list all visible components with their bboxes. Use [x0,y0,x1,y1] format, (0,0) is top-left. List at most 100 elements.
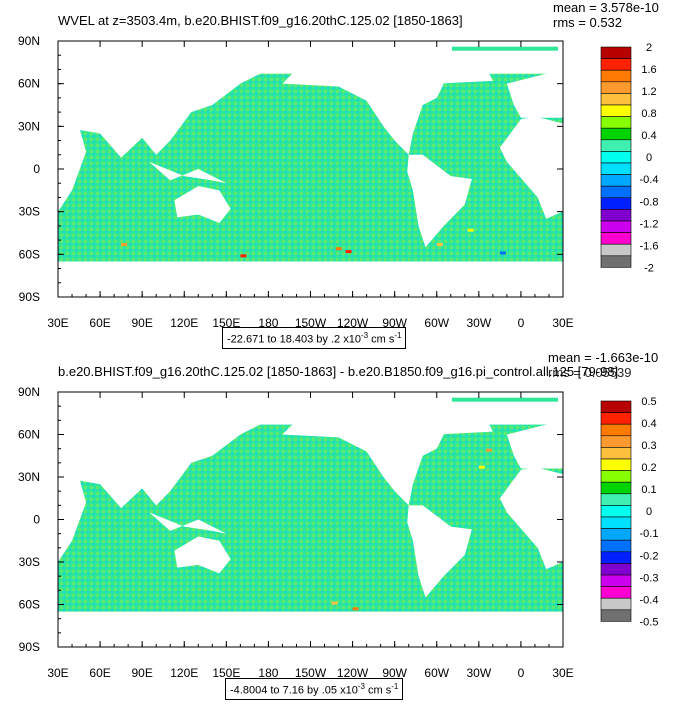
panel-2-ytick-label-3: 0 [33,513,40,527]
panel-1-land-9 [58,261,563,297]
panel-1-xtick-label-4: 150E [212,316,240,330]
panel-1-ytick-label-1: 60N [18,77,40,91]
panel-2-land-6 [499,467,563,570]
panel-1-colorbar-box-5 [600,104,632,117]
panel-2-land-8 [422,403,493,435]
panel-2-xtick-label-1: 60E [89,666,110,680]
panel-2-colorbar-label-6: -0.1 [640,528,659,540]
panel-1-xtick-label-1: 60E [89,316,110,330]
panel-1-ytick-label-5: 60S [19,247,40,261]
panel-2-ytick-label-0: 90N [18,385,40,399]
panel-2-colorbar-label-10: -0.5 [640,616,659,628]
panel-2-ytick-label-1: 60N [18,428,40,442]
panel-1-caption-text: -22.671 to 18.403 by .2 x10 [227,333,361,346]
panel-1-anomaly-0 [335,247,342,251]
panel-1-caption-unit-exp: -1 [394,331,402,340]
panel-1-colorbar-box-18 [600,255,632,268]
panel-1-colorbar-box-0 [600,46,632,59]
panel-1-rms: rms = 0.532 [553,15,623,30]
panel-1-anomaly-1 [345,250,352,254]
panel-2-colorbar-label-7: -0.2 [640,550,659,562]
panel-2-xtick-label-6: 150W [295,666,327,680]
panel-1-xtick-label-0: 30E [47,316,68,330]
panel-1-xtick-label-10: 30W [466,316,491,330]
panel-2-colorbar-box-15 [600,574,632,587]
panel-1-colorbar-box-17 [600,243,632,257]
panel-1-colorbar-box-4 [600,93,632,106]
panel-2-land-5 [407,505,472,598]
panel-1-colorbar-box-14 [600,209,632,222]
panel-2-colorbar-box-8 [600,493,632,506]
panel-2-xtick-label-3: 120E [170,666,198,680]
panel-2-colorbar-box-0 [600,400,632,413]
panel-2-colorbar-label-0: 0.5 [641,396,656,408]
panel-1-colorbar-box-11 [600,174,632,187]
panel-1-land-5 [407,154,472,248]
panel-2-ytick-label-6: 90S [19,640,40,654]
panel-2-ytick-label-4: 30S [19,555,40,569]
panel-1-mean: mean = 3.578e-10 [553,0,659,15]
panel-1-xtick-label-6: 150W [295,316,327,330]
panel-2-land-0 [58,474,87,562]
panel-2-arctic-strip-east [451,397,558,402]
panel-2-colorbar-box-14 [600,563,632,576]
panel-1-colorbar-label-3: 0.8 [641,108,656,120]
panel-1-colorbar-label-5: 0 [646,152,652,164]
panel-2-anomaly-1 [352,607,359,611]
panel-2-colorbar-box-2 [600,423,632,437]
panel-1-land-8 [422,52,493,84]
panel-2-colorbar-box-9 [600,505,632,518]
panel-2-xtick-label-11: 0 [518,666,525,680]
panel-1-colorbar-box-16 [600,232,632,245]
panel-1-land-3 [174,186,231,224]
panel-1-xtick-label-12: 30E [552,316,573,330]
panel-1-contour-caption: -22.671 to 18.403 by .2 x10-3 cm s-1 [222,327,407,349]
panel-2-contour-caption: -4.8004 to 7.16 by .05 x10-3 cm s-1 [225,678,404,700]
panel-1-colorbar-label-0: 2 [646,42,652,54]
panel-2-colorbar-box-12 [600,539,632,553]
panel-1-anomaly-5 [121,242,128,246]
panel-2-anomaly-0 [331,601,338,605]
panel-2-colorbar-box-1 [600,412,632,425]
panel-2-caption-unit: cm s [364,684,392,697]
panel-1-xtick-label-7: 120W [337,316,369,330]
panel-2-colorbar-label-1: 0.4 [641,418,656,430]
panel-1-title: WVEL at z=3503.4m, b.e20.BHIST.f09_g16.2… [58,13,463,28]
panel-1-colorbar-label-10: -2 [644,262,654,274]
panel-2-xtick-label-7: 120W [337,666,369,680]
panel-2-colorbar-label-5: 0 [646,506,652,518]
panel-2-rms: rms = 0.05539 [548,365,632,380]
panel-2-xtick-label-5: 180 [258,666,278,680]
panel-2-colorbar-label-3: 0.2 [641,462,656,474]
panel-1-xtick-label-11: 0 [518,316,525,330]
panel-2-colorbar-label-8: -0.3 [640,572,659,584]
panel-1-colorbar-box-9 [600,151,632,164]
panel-1-colorbar-label-2: 1.2 [641,86,656,98]
panel-2-ytick-label-5: 60S [19,598,40,612]
panel-2-caption-text: -4.8004 to 7.16 by .05 x10 [230,684,358,697]
panel-2-land-7 [506,420,563,469]
panel-2-caption-unit-exp: -1 [391,682,399,691]
panel-1-colorbar-box-13 [600,197,632,210]
panel-1-xtick-label-8: 90W [382,316,407,330]
panel-2-xtick-label-4: 150E [212,666,240,680]
panel-2-caption-exp: -3 [357,682,365,691]
panel-1-anomaly-6 [240,254,247,258]
panel-1-ytick-label-6: 90S [19,290,40,304]
panel-1-colorbar-box-1 [600,58,632,71]
panel-1-colorbar-label-6: -0.4 [640,174,659,186]
panel-2-anomaly-2 [478,465,485,469]
panel-1-land-0 [58,123,87,212]
panel-1-ytick-label-3: 0 [33,162,40,176]
panel-1-colorbar-label-8: -1.2 [640,218,659,230]
panel-1-ytick-label-4: 30S [19,205,40,219]
panel-1-ytick-label-0: 90N [18,34,40,48]
panel-1-colorbar-box-10 [600,162,632,175]
panel-2-colorbar-label-2: 0.3 [641,440,656,452]
panel-2-colorbar-box-17 [600,597,632,611]
panel-1-ytick-label-2: 30N [18,119,40,133]
panel-2-colorbar-box-18 [600,609,632,622]
panel-1-colorbar-box-15 [600,220,632,233]
